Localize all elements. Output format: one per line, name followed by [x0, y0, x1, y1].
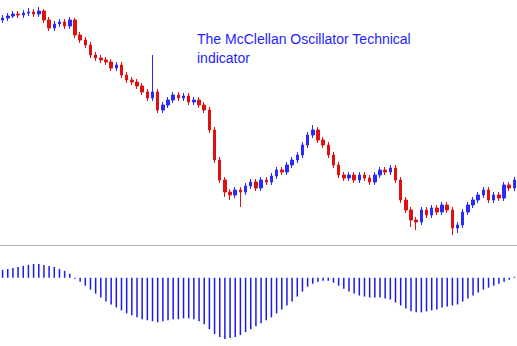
svg-text:The McClellan Oscillator Techn: The McClellan Oscillator Technical — [197, 31, 415, 47]
svg-text:indicator: indicator — [197, 50, 250, 66]
